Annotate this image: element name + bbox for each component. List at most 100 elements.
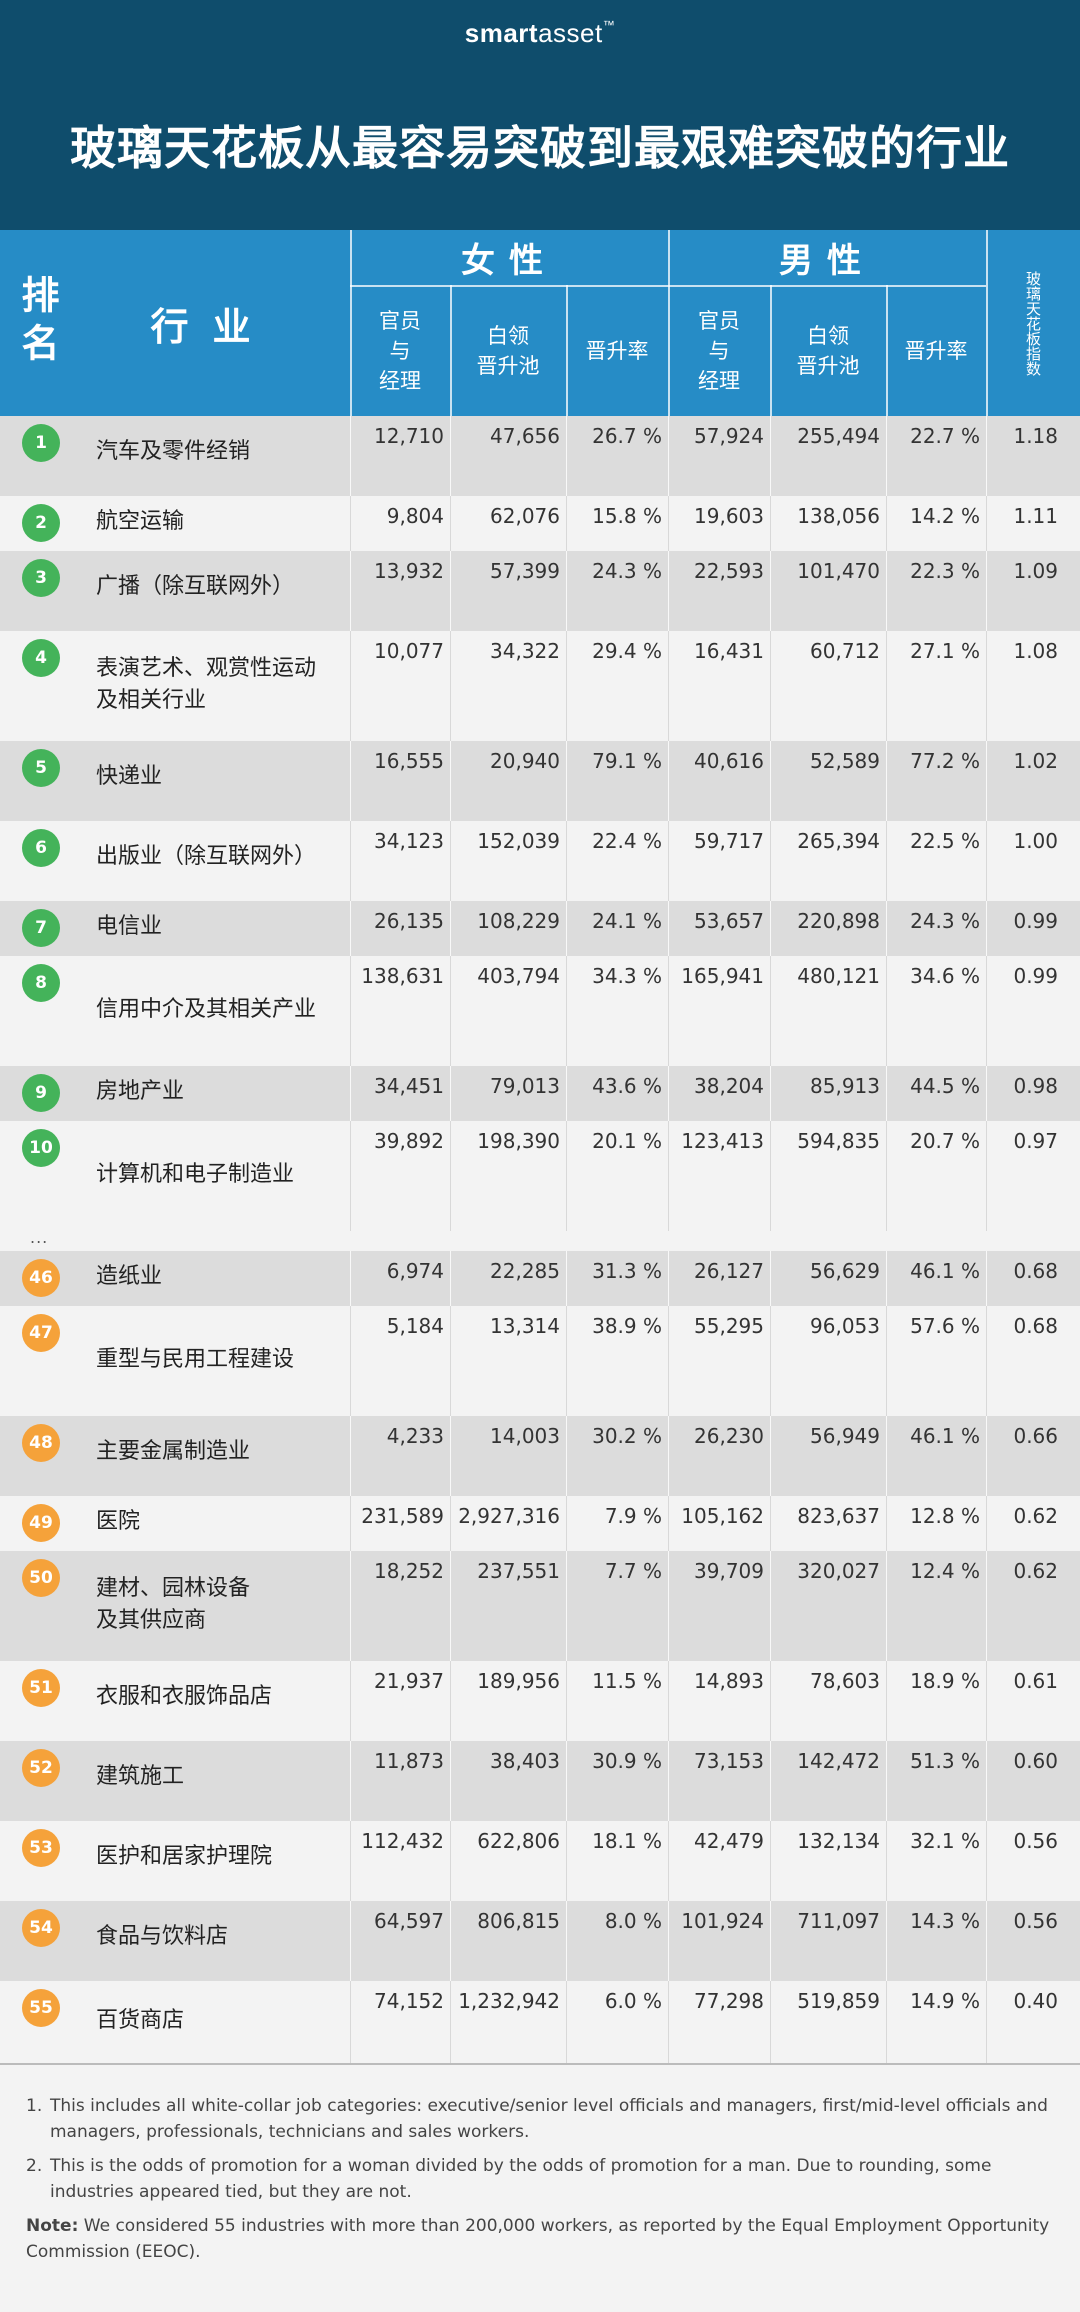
header-men: 男性 <box>779 241 875 281</box>
industry-name: 建筑施工 <box>96 1764 185 1789</box>
column-divider <box>886 1741 887 1821</box>
column-divider <box>566 1551 567 1661</box>
cell-m-mgr: 40,616 <box>694 749 764 773</box>
rank-badge: 49 <box>22 1504 60 1542</box>
column-divider <box>566 1121 567 1231</box>
cell-w-pool: 22,285 <box>490 1259 560 1283</box>
rank-badge: 3 <box>22 559 60 597</box>
cell-w-pool: 189,956 <box>477 1669 560 1693</box>
cell-m-mgr: 39,709 <box>694 1559 764 1583</box>
cell-w-rate: 30.9 % <box>592 1749 662 1773</box>
cell-m-rate: 32.1 % <box>910 1829 980 1853</box>
column-divider <box>770 1416 771 1496</box>
table-row: 50 建材、园林设备 及其供应商 18,252 237,551 7.7 % 39,709 3… <box>0 1551 1080 1661</box>
cell-w-rate: 30.2 % <box>592 1424 662 1448</box>
cell-m-mgr: 77,298 <box>694 1989 764 2013</box>
table-row: 51 衣服和衣服饰品店 21,937 189,956 11.5 % 14,893 78,60… <box>0 1661 1080 1741</box>
cell-w-pool: 57,399 <box>490 559 560 583</box>
cell-m-mgr: 53,657 <box>694 909 764 933</box>
cell-w-rate: 11.5 % <box>592 1669 662 1693</box>
cell-m-pool: 711,097 <box>797 1909 880 1933</box>
table-row: 48 主要金属制造业 4,233 14,003 30.2 % 26,230 56,949 46… <box>0 1416 1080 1496</box>
column-divider <box>566 1251 567 1306</box>
column-divider <box>566 1901 567 1981</box>
column-divider <box>668 1306 669 1416</box>
column-divider <box>770 1121 771 1231</box>
cell-m-rate: 57.6 % <box>910 1314 980 1338</box>
header-rank: 排名 <box>15 275 59 371</box>
cell-m-pool: 78,603 <box>810 1669 880 1693</box>
cell-w-mgr: 13,932 <box>374 559 444 583</box>
header-divider <box>668 230 670 416</box>
column-divider <box>450 1551 451 1661</box>
cell-w-pool: 1,232,942 <box>458 1989 560 2013</box>
header-divider <box>566 285 568 416</box>
cell-m-rate: 14.9 % <box>910 1989 980 2013</box>
column-divider <box>668 821 669 901</box>
rank-badge: 47 <box>22 1314 60 1352</box>
cell-w-mgr: 12,710 <box>374 424 444 448</box>
column-divider <box>566 1066 567 1121</box>
column-divider <box>770 496 771 551</box>
cell-index: 0.99 <box>1013 909 1058 933</box>
industry-name: 医院 <box>96 1509 141 1534</box>
table-row: 8 信用中介及其相关产业 138,631 403,794 34.3 % 165,941 48… <box>0 956 1080 1066</box>
column-divider <box>668 1551 669 1661</box>
header-industry: 行业 <box>150 304 275 349</box>
column-divider <box>986 956 987 1066</box>
cell-m-pool: 594,835 <box>797 1129 880 1153</box>
table-row: 7 电信业 26,135 108,229 24.1 % 53,657 220,898 24.3… <box>0 901 1080 956</box>
column-divider <box>668 1821 669 1901</box>
cell-m-pool: 101,470 <box>797 559 880 583</box>
column-divider <box>886 496 887 551</box>
cell-w-rate: 8.0 % <box>604 1909 662 1933</box>
column-divider <box>986 1741 987 1821</box>
rank-badge: 55 <box>22 1989 60 2027</box>
cell-index: 1.02 <box>1013 749 1058 773</box>
column-divider <box>566 1306 567 1416</box>
rank-badge: 52 <box>22 1749 60 1787</box>
cell-w-pool: 20,940 <box>490 749 560 773</box>
column-divider <box>886 1551 887 1661</box>
cell-w-pool: 34,322 <box>490 639 560 663</box>
column-divider <box>770 1251 771 1306</box>
table-row: 54 食品与饮料店 64,597 806,815 8.0 % 101,924 711,097… <box>0 1901 1080 1981</box>
industry-name: 航空运输 <box>96 509 185 534</box>
cell-w-rate: 34.3 % <box>592 964 662 988</box>
cell-w-pool: 47,656 <box>490 424 560 448</box>
cell-w-mgr: 4,233 <box>386 1424 444 1448</box>
column-divider <box>450 1496 451 1551</box>
cell-m-mgr: 14,893 <box>694 1669 764 1693</box>
column-divider <box>986 496 987 551</box>
table-header: 排名 行业 女性 男性 官员 与 经理 白领 晋升池 晋升率 官员 与 经理 白… <box>0 230 1080 416</box>
column-divider <box>350 1496 351 1551</box>
industry-name: 衣服和衣服饰品店 <box>96 1684 273 1709</box>
industry-name: 广播（除互联网外） <box>96 574 295 599</box>
cell-m-rate: 34.6 % <box>910 964 980 988</box>
cell-w-mgr: 6,974 <box>386 1259 444 1283</box>
column-divider <box>886 1496 887 1551</box>
column-divider <box>350 1066 351 1121</box>
cell-w-rate: 43.6 % <box>592 1074 662 1098</box>
table-row: 2 航空运输 9,804 62,076 15.8 % 19,603 138,056 14.2 … <box>0 496 1080 551</box>
industry-name: 造纸业 <box>96 1264 163 1289</box>
column-divider <box>350 1416 351 1496</box>
ellipsis: ... <box>30 1228 49 1247</box>
column-divider <box>986 416 987 496</box>
cell-w-mgr: 10,077 <box>374 639 444 663</box>
header-men-pool: 白领 晋升池 <box>796 323 860 378</box>
cell-w-pool: 79,013 <box>490 1074 560 1098</box>
column-divider <box>986 901 987 956</box>
column-divider <box>450 1306 451 1416</box>
column-divider <box>986 551 987 631</box>
cell-index: 1.09 <box>1013 559 1058 583</box>
column-divider <box>886 1416 887 1496</box>
cell-m-rate: 14.3 % <box>910 1909 980 1933</box>
cell-m-pool: 56,629 <box>810 1259 880 1283</box>
column-divider <box>350 496 351 551</box>
column-divider <box>770 1821 771 1901</box>
column-divider <box>566 956 567 1066</box>
cell-w-mgr: 9,804 <box>386 504 444 528</box>
column-divider <box>770 631 771 741</box>
cell-w-rate: 22.4 % <box>592 829 662 853</box>
